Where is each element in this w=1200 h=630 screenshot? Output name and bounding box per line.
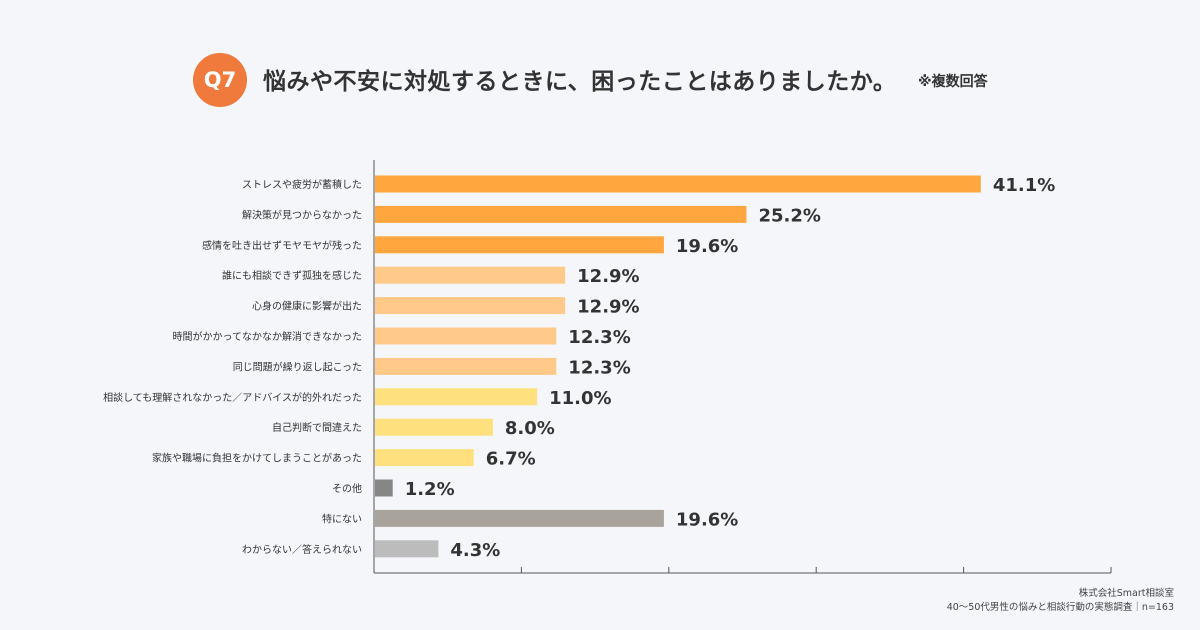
category-label-12: わからない／答えられない xyxy=(242,543,362,556)
value-label-0: 41.1% xyxy=(993,175,1055,196)
question-title: 悩みや不安に対処するときに、困ったことはありましたか。 xyxy=(263,69,897,95)
value-label-7: 11.0% xyxy=(549,388,611,409)
value-label-3: 12.9% xyxy=(577,266,639,287)
bar-10 xyxy=(375,479,393,497)
category-label-6: 同じ問題が繰り返し起こった xyxy=(233,360,362,373)
value-label-8: 8.0% xyxy=(505,418,555,439)
value-label-2: 19.6% xyxy=(676,236,738,257)
bar-4 xyxy=(375,297,566,315)
bar-11 xyxy=(375,509,664,527)
value-label-11: 19.6% xyxy=(676,509,738,530)
category-label-11: 特にない xyxy=(322,513,362,525)
category-label-7: 相談しても理解されなかった／アドバイスが的外れだった xyxy=(103,391,362,404)
value-label-9: 6.7% xyxy=(486,449,536,470)
value-label-12: 4.3% xyxy=(450,540,500,561)
bar-9 xyxy=(375,449,474,467)
source-footer: 株式会社Smart相談室 40〜50代男性の悩みと相談行動の実態調査｜n=163 xyxy=(947,587,1174,615)
source-company: 株式会社Smart相談室 xyxy=(1078,588,1174,599)
category-label-5: 時間がかかってなかなか解消できなかった xyxy=(173,330,363,343)
bar-1 xyxy=(375,205,747,223)
source-survey: 40〜50代男性の悩みと相談行動の実態調査｜n=163 xyxy=(946,602,1174,613)
value-label-1: 25.2% xyxy=(758,205,820,226)
multiple-answer-note: ※複数回答 xyxy=(918,74,988,90)
bar-0 xyxy=(375,175,981,193)
question-badge: Q7 xyxy=(193,53,247,107)
bar-6 xyxy=(375,357,557,375)
category-label-2: 感情を吐き出せずモヤモヤが残った xyxy=(202,239,362,252)
category-label-9: 家族や職場に負担をかけてしまうことがあった xyxy=(152,452,362,465)
value-label-6: 12.3% xyxy=(568,357,630,378)
category-label-3: 誰にも相談できず孤独を感じた xyxy=(222,269,362,282)
bar-7 xyxy=(375,388,538,406)
bar-2 xyxy=(375,236,664,254)
value-label-4: 12.9% xyxy=(577,297,639,318)
bar-3 xyxy=(375,266,566,284)
category-label-0: ストレスや疲労が蓄積した xyxy=(242,178,362,191)
category-label-4: 心身の健康に影響が出た xyxy=(252,300,362,313)
category-label-1: 解決策が見つからなかった xyxy=(242,208,362,221)
bar-5 xyxy=(375,327,557,345)
category-label-8: 自己判断で間違えた xyxy=(272,421,362,434)
value-label-5: 12.3% xyxy=(568,327,630,348)
value-label-10: 1.2% xyxy=(405,479,455,500)
bar-8 xyxy=(375,418,493,436)
category-label-10: その他 xyxy=(332,482,362,495)
bar-12 xyxy=(375,540,439,558)
